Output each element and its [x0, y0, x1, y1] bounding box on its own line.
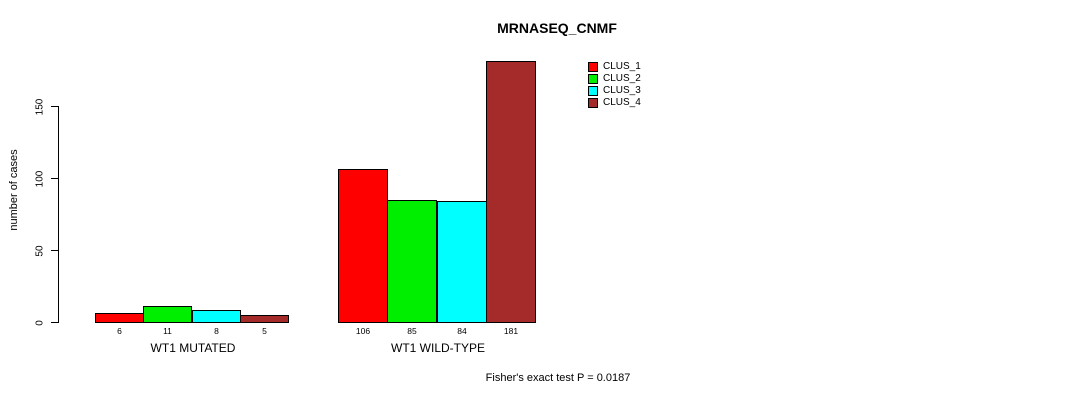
bar-clus_3 — [192, 310, 241, 323]
y-axis-label: number of cases — [8, 149, 20, 231]
legend-item: CLUS_3 — [588, 85, 641, 97]
legend-label: CLUS_3 — [603, 85, 641, 96]
x-group-label: WT1 WILD-TYPE — [390, 341, 486, 355]
bar-clus_4 — [240, 315, 289, 323]
legend-item: CLUS_1 — [588, 61, 641, 73]
y-axis-tick — [51, 178, 58, 179]
bar-value-label: 85 — [407, 326, 417, 336]
legend-swatch-clus_2 — [588, 74, 598, 84]
bar-clus_4 — [486, 61, 536, 323]
bar-clus_3 — [437, 201, 487, 323]
y-tick-label: 150 — [34, 98, 46, 115]
bar-value-label: 6 — [117, 326, 122, 336]
bar-value-label: 106 — [355, 326, 371, 336]
legend-swatch-clus_1 — [588, 62, 598, 72]
y-tick-label: 0 — [34, 319, 46, 326]
y-axis-tick — [51, 322, 58, 323]
bar-value-label: 5 — [262, 326, 267, 336]
bar-clus_2 — [143, 306, 192, 323]
legend-label: CLUS_1 — [603, 61, 641, 72]
legend-swatch-clus_3 — [588, 86, 598, 96]
legend-label: CLUS_4 — [603, 97, 641, 108]
legend-label: CLUS_2 — [603, 73, 641, 84]
x-group-label: WT1 MUTATED — [150, 341, 236, 355]
legend-item: CLUS_2 — [588, 73, 641, 85]
y-axis-line — [58, 106, 59, 323]
y-axis-tick — [51, 106, 58, 107]
annotation-text: Fisher's exact test P = 0.0187 — [485, 372, 631, 384]
bar-clus_2 — [387, 200, 437, 323]
y-axis-tick — [51, 250, 58, 251]
bar-value-label: 11 — [163, 326, 172, 336]
bar-value-label: 84 — [457, 326, 467, 336]
y-tick-label: 100 — [34, 170, 46, 187]
legend-item: CLUS_4 — [588, 97, 641, 109]
y-tick-label: 50 — [34, 244, 46, 257]
legend-swatch-clus_4 — [588, 98, 598, 108]
bar-value-label: 8 — [214, 326, 219, 336]
bar-value-label: 181 — [503, 326, 519, 336]
bar-clus_1 — [95, 313, 144, 323]
chart-title: MRNASEQ_CNMF — [497, 20, 617, 36]
legend: CLUS_1 CLUS_2 CLUS_3 CLUS_4 — [588, 61, 641, 109]
bar-clus_1 — [338, 169, 388, 323]
